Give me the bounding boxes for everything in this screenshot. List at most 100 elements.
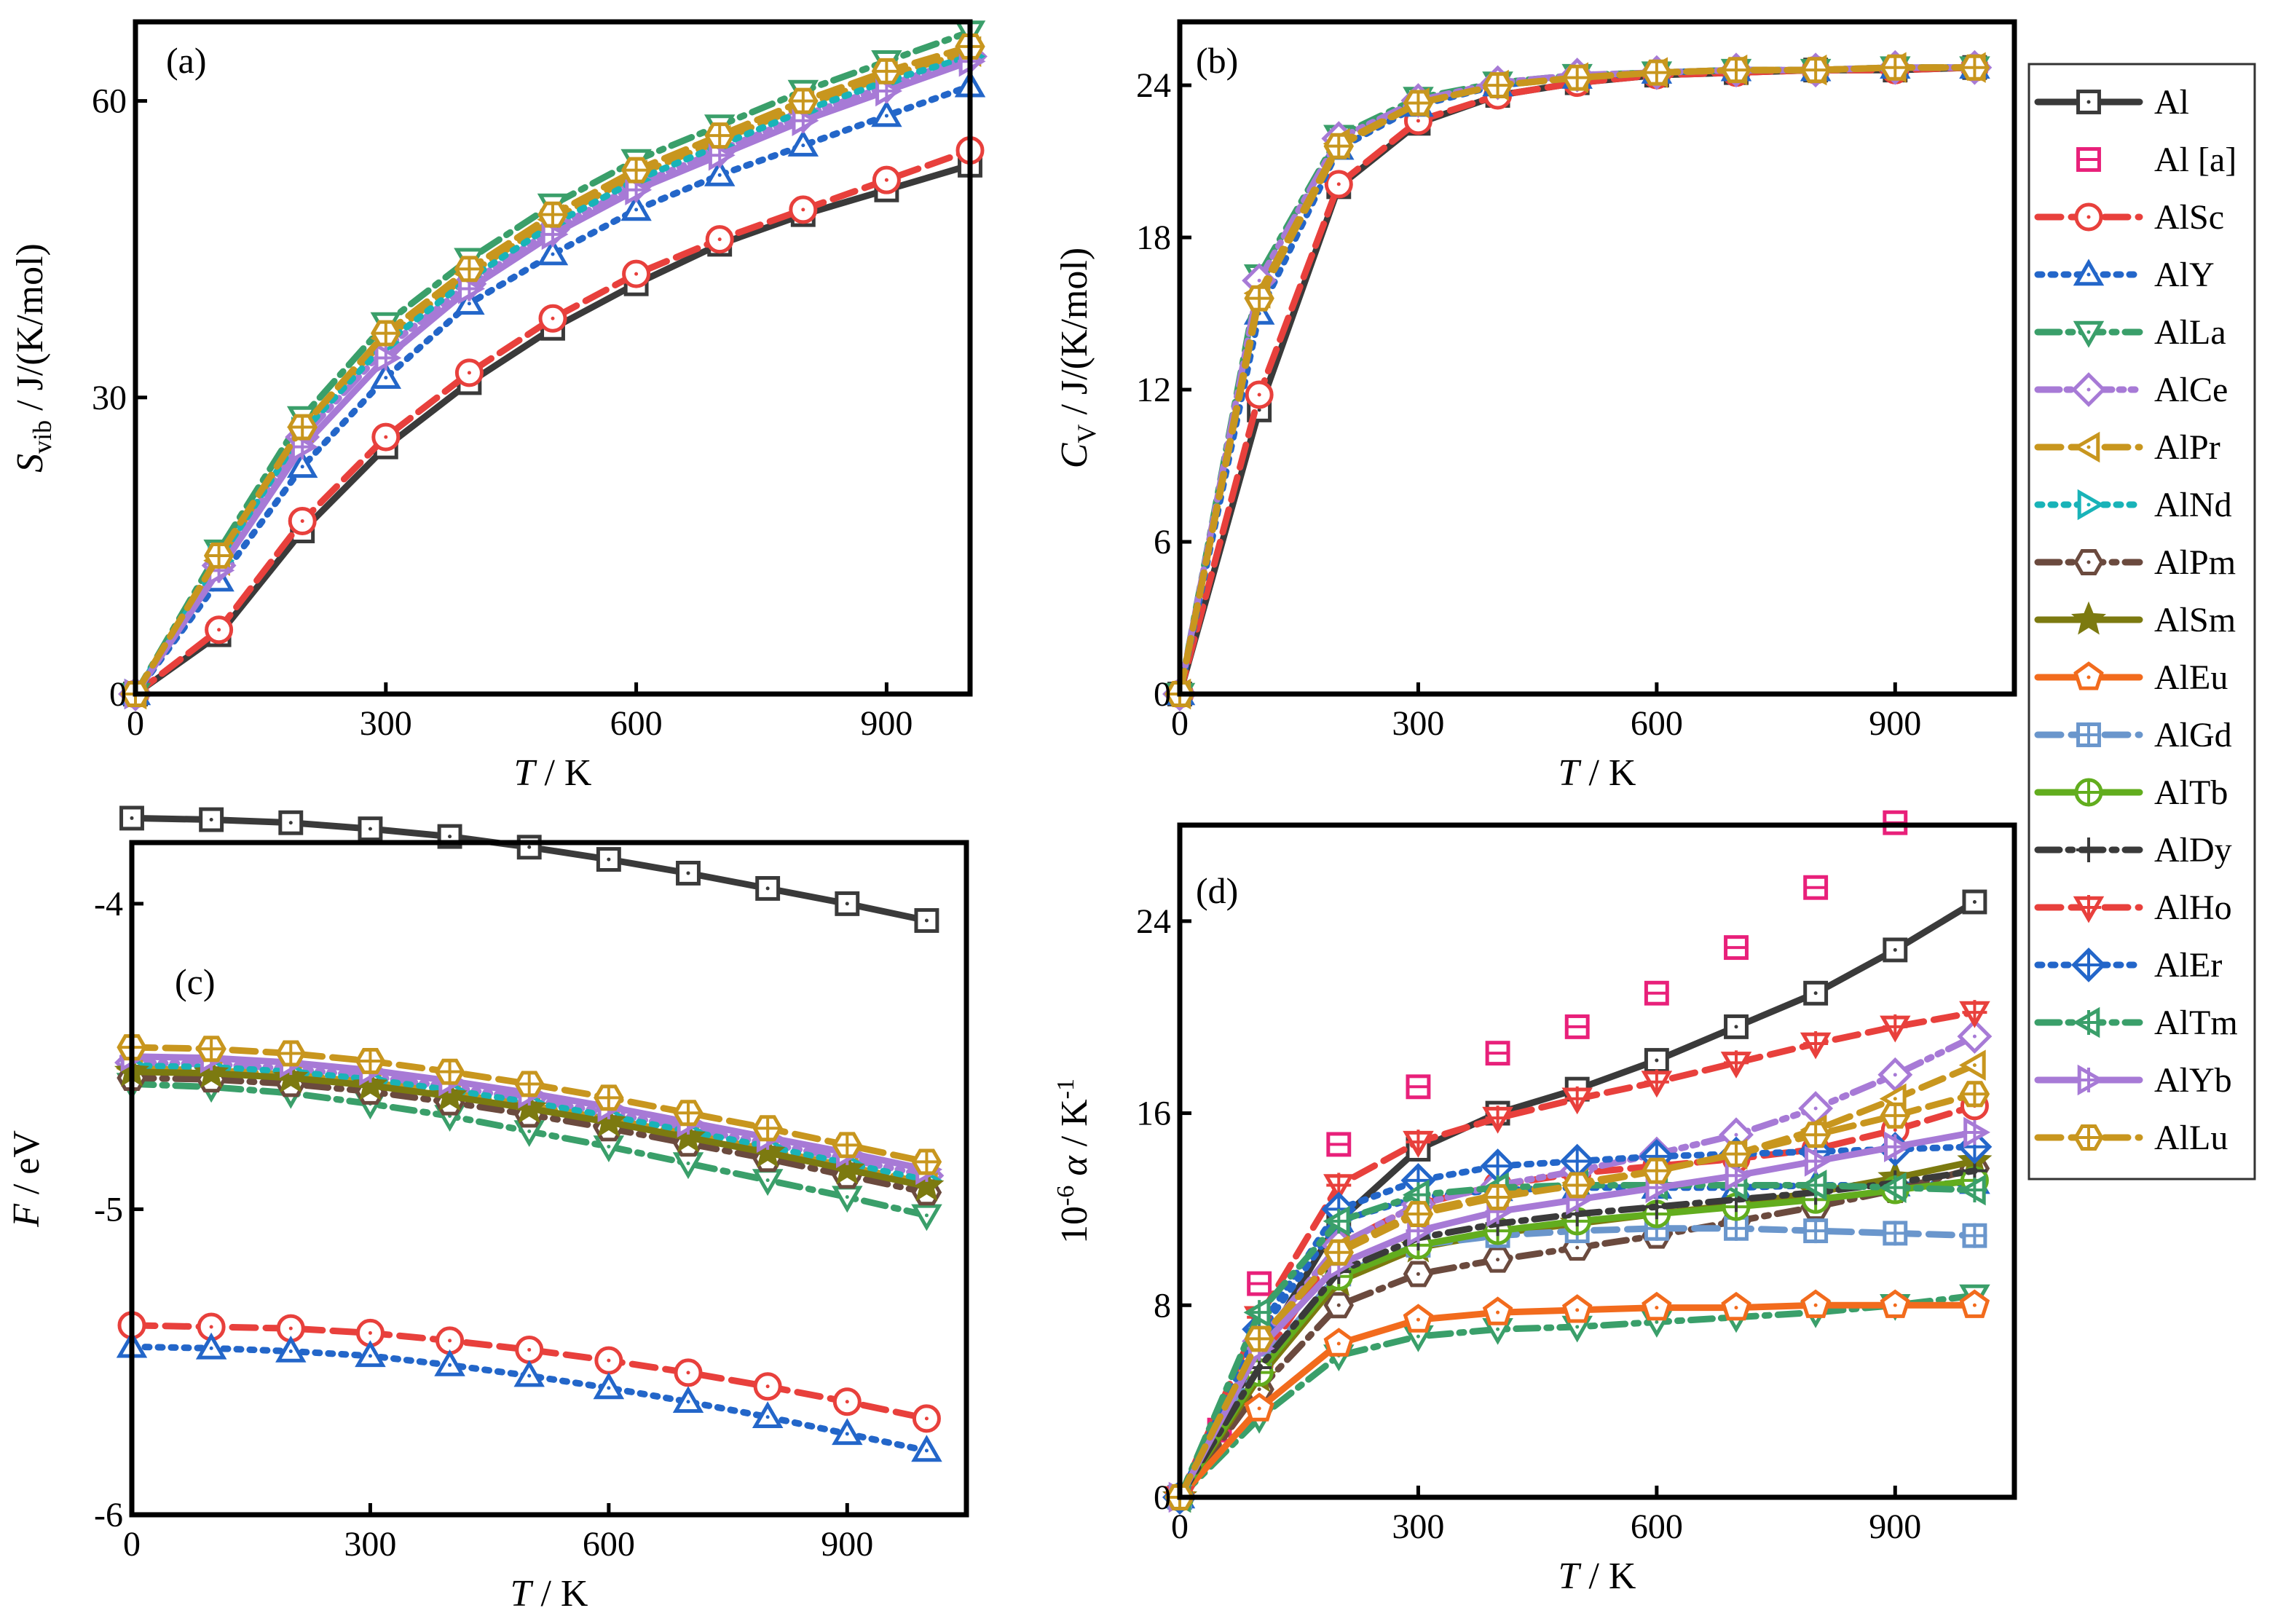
- series-line: [1176, 64, 1978, 698]
- legend-label: AlYb: [2154, 1061, 2232, 1100]
- data-point: [454, 256, 485, 283]
- series-alce: [118, 39, 988, 712]
- data-point: [871, 100, 902, 127]
- legend-item-alsm: AlSm: [2034, 601, 2236, 639]
- data-point: [914, 908, 939, 933]
- data-point: [1959, 54, 1990, 81]
- data-point: [1326, 1132, 1352, 1157]
- data-point: [755, 875, 781, 901]
- data-point: [832, 1387, 862, 1416]
- data-point: [1803, 1218, 1829, 1244]
- legend-label: Al: [2154, 83, 2189, 122]
- data-point: [752, 1115, 783, 1142]
- x-tick-label: 900: [1869, 1507, 1921, 1546]
- data-point: [1800, 1030, 1832, 1060]
- series-alsc: [117, 1311, 941, 1433]
- data-point: [457, 273, 486, 304]
- data-point: [1482, 1296, 1513, 1325]
- data-point: [1803, 875, 1829, 900]
- data-point: [1959, 1000, 1990, 1028]
- data-point: [1880, 1102, 1910, 1129]
- series-alpr: [1164, 52, 1986, 710]
- legend-marker: [2070, 601, 2107, 635]
- legend-item-altm: AlTm: [2034, 1004, 2238, 1042]
- data-point: [436, 1326, 465, 1355]
- series-alnd: [124, 41, 986, 710]
- data-point: [537, 238, 569, 266]
- data-point: [1883, 1131, 1911, 1163]
- data-point: [874, 75, 903, 107]
- legend-item-alpr: AlPr: [2034, 428, 2220, 467]
- y-tick-label: 18: [1136, 218, 1171, 257]
- series-line: [132, 147, 974, 698]
- x-axis-title: T / K: [514, 752, 592, 794]
- x-tick-label: 600: [583, 1525, 635, 1564]
- panel-c: 0 300 600 900 -6 -5 -4 (c) T / K F / eV: [6, 805, 969, 1615]
- plot-frame: [133, 19, 973, 697]
- legend-label: AlCe: [2154, 371, 2228, 409]
- data-point: [1403, 1201, 1434, 1227]
- data-point: [623, 174, 653, 206]
- data-point: [513, 1360, 545, 1387]
- data-point: [1323, 1239, 1354, 1266]
- data-point: [1482, 72, 1513, 98]
- data-point: [288, 506, 317, 535]
- data-point: [514, 1071, 545, 1097]
- y-tick-label: -5: [94, 1190, 123, 1229]
- y-axis-title: 10-6 α / K-1: [1052, 1079, 1095, 1244]
- data-point: [199, 807, 224, 832]
- data-point: [832, 1132, 862, 1159]
- data-point: [1959, 1289, 1990, 1318]
- data-point: [434, 1058, 465, 1085]
- legend-label: AlGd: [2154, 716, 2232, 754]
- data-point: [195, 1332, 227, 1360]
- data-point: [1644, 1048, 1669, 1073]
- legend-label: Al [a]: [2154, 141, 2236, 179]
- series-group: [1162, 810, 1993, 1515]
- data-point: [1958, 1049, 1986, 1081]
- data-point: [1245, 380, 1274, 409]
- series-line: [1176, 64, 1978, 698]
- series-alsc: [1165, 53, 1989, 709]
- series-line: [132, 58, 974, 698]
- y-axis-title: CV / J/(K/mol): [1054, 248, 1101, 468]
- data-point: [205, 615, 234, 645]
- legend-item-alho: AlHo: [2034, 888, 2232, 927]
- data-point: [515, 1335, 544, 1364]
- legend-marker: [2074, 202, 2103, 232]
- series-alla: [1164, 56, 1990, 710]
- y-tick-label: 12: [1136, 371, 1171, 409]
- x-tick-label: 300: [1392, 704, 1444, 743]
- data-point: [832, 1418, 863, 1446]
- data-point: [454, 358, 484, 387]
- data-point: [1559, 1143, 1595, 1179]
- data-point: [872, 165, 901, 194]
- data-point: [1644, 980, 1669, 1006]
- legend-item-alyb: AlYb: [2034, 1061, 2232, 1100]
- series-aly: [1164, 52, 1990, 706]
- panel-d: 0 300 600 900 0 8 16 24 (d) T / K 10-6 α / K-1: [1052, 810, 2017, 1597]
- legend-label: AlPr: [2154, 428, 2220, 467]
- data-point: [1561, 1086, 1593, 1115]
- series-line: [132, 53, 974, 698]
- data-point: [1403, 1130, 1434, 1158]
- data-point: [871, 58, 902, 84]
- y-tick-label: 0: [1154, 1478, 1171, 1517]
- data-point: [1323, 1328, 1355, 1357]
- data-point: [594, 1084, 624, 1111]
- data-point: [1957, 1019, 1993, 1055]
- x-tick-label: 900: [1869, 704, 1921, 743]
- data-point: [371, 320, 401, 347]
- series-line: [132, 43, 974, 698]
- legend-label: AlSc: [2154, 198, 2224, 237]
- data-point: [1642, 59, 1672, 86]
- data-point: [835, 891, 860, 916]
- data-point: [787, 130, 819, 157]
- legend-label: AlDy: [2154, 831, 2232, 870]
- data-point: [1958, 1174, 1987, 1206]
- series-al: [119, 805, 939, 933]
- legend-marker: [2073, 1006, 2101, 1038]
- legend-item-al: Al: [2034, 83, 2189, 122]
- data-point: [1562, 64, 1593, 91]
